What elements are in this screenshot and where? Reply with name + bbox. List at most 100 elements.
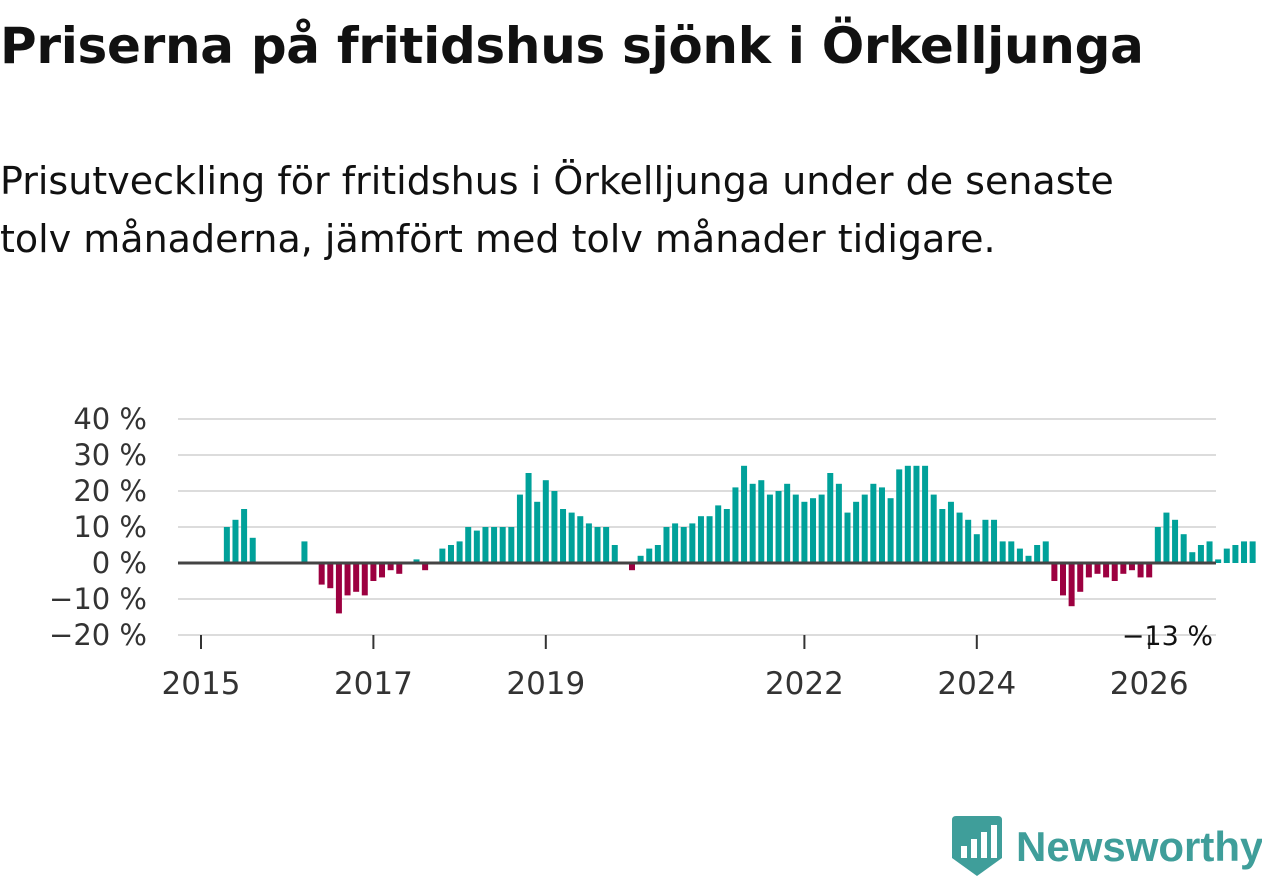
bar-2018-06 <box>551 491 558 563</box>
bar-2021-07 <box>870 483 877 563</box>
bar-2021-11 <box>904 465 911 563</box>
bar-2019-08 <box>672 523 679 563</box>
y-tick-label: −20 % <box>49 618 147 652</box>
bar-2021-06 <box>861 494 868 563</box>
bar-2020-10 <box>792 494 799 563</box>
bar-2018-02 <box>516 494 523 563</box>
bar-2023-02 <box>1034 545 1041 563</box>
bar-2024-04 <box>1154 527 1161 563</box>
bar-2017-05 <box>439 548 446 563</box>
bar-2020-11 <box>801 501 808 563</box>
bar-2024-01 <box>1128 563 1135 571</box>
bar-2017-11 <box>491 527 498 563</box>
bar-2020-03 <box>732 487 739 563</box>
bar-2021-10 <box>896 469 903 563</box>
bar-2025-01 <box>1232 545 1239 563</box>
bar-2018-09 <box>577 516 584 563</box>
bar-2023-11 <box>1111 563 1118 581</box>
y-tick-label: 30 % <box>73 438 147 472</box>
bar-2023-03 <box>1042 541 1049 563</box>
bar-2024-07 <box>1180 534 1187 563</box>
bar-2023-10 <box>1103 563 1110 578</box>
bar-2022-09 <box>991 519 998 563</box>
bar-2021-12 <box>913 465 920 563</box>
bar-2021-04 <box>844 512 851 563</box>
bar-2018-11 <box>594 527 601 563</box>
x-tick-label: 2026 <box>1110 666 1189 702</box>
bar-2018-05 <box>542 480 549 563</box>
bar-2017-09 <box>473 530 480 563</box>
bar-2025-03 <box>1249 541 1256 563</box>
bar-2024-12 <box>1223 548 1230 563</box>
bar-2024-10 <box>1206 541 1213 563</box>
bar-2019-07 <box>663 527 670 563</box>
bar-2024-05 <box>1163 512 1170 563</box>
bar-2020-07 <box>766 494 773 563</box>
bar-2019-04 <box>637 555 644 563</box>
bar-2019-11 <box>697 516 704 563</box>
bar-2021-01 <box>818 494 825 563</box>
bar-2018-10 <box>585 523 592 563</box>
bar-2022-02 <box>930 494 937 563</box>
bar-2016-06 <box>344 563 351 596</box>
brand-name: Newsworthy <box>1016 823 1262 870</box>
bar-2020-12 <box>810 498 817 563</box>
bar-2023-05 <box>1060 563 1066 596</box>
bar-2015-06 <box>241 509 248 563</box>
newsworthy-logo-icon <box>952 816 1002 876</box>
bar-2019-05 <box>646 548 653 563</box>
bar-2022-10 <box>999 541 1006 563</box>
bar-2019-12 <box>706 516 713 563</box>
bar-2020-08 <box>775 491 782 563</box>
bar-2024-08 <box>1189 552 1196 563</box>
x-axis-ticks: 2015 2017 2019 2022 2024 2026 <box>162 635 1189 702</box>
bar-2024-09 <box>1197 545 1204 563</box>
y-tick-label: 10 % <box>73 510 147 544</box>
bar-2021-02 <box>827 473 834 563</box>
bar-2021-05 <box>853 501 860 563</box>
y-tick-label: 0 % <box>92 546 147 580</box>
chart-subtitle: Prisutveckling för fritidshus i Örkellju… <box>0 159 1114 261</box>
bar-2015-07 <box>249 537 256 563</box>
bar-2022-05 <box>956 512 963 563</box>
bar-2020-02 <box>723 509 730 563</box>
bar-2024-11 <box>1215 559 1222 563</box>
bar-2023-06 <box>1068 563 1075 607</box>
bar-2015-05 <box>232 519 239 563</box>
gridlines <box>178 418 1216 636</box>
bar-2022-11 <box>1008 541 1015 563</box>
x-tick-label: 2022 <box>765 666 844 702</box>
bar-2022-04 <box>947 501 954 563</box>
bar-2022-12 <box>1016 548 1023 563</box>
bar-2022-07 <box>973 534 980 563</box>
bar-2016-12 <box>396 563 403 574</box>
bar-2018-01 <box>508 527 515 563</box>
x-tick-label: 2015 <box>162 666 241 702</box>
newsworthy-brand[interactable]: Newsworthy <box>952 816 1262 877</box>
bar-2023-12 <box>1120 563 1127 574</box>
bar-2019-01 <box>611 545 618 563</box>
bar-2024-03 <box>1146 563 1153 578</box>
bar-2015-04 <box>223 527 230 563</box>
bar-2023-09 <box>1094 563 1101 574</box>
bar-2016-05 <box>335 563 342 614</box>
bar-2019-10 <box>689 523 696 563</box>
bar-2017-03 <box>422 563 429 571</box>
bar-2017-06 <box>447 545 454 563</box>
bar-2020-04 <box>741 465 748 563</box>
chart-title: Priserna på fritidshus sjönk i Örkelljun… <box>0 17 1144 75</box>
bar-2018-08 <box>568 512 575 563</box>
bar-2024-06 <box>1172 519 1179 563</box>
bar-2022-08 <box>982 519 989 563</box>
bars <box>223 465 1256 614</box>
bar-2016-08 <box>361 563 368 596</box>
bar-2023-07 <box>1077 563 1084 592</box>
y-tick-label: 20 % <box>73 474 147 508</box>
bar-2020-09 <box>784 483 791 563</box>
x-tick-label: 2024 <box>937 666 1016 702</box>
x-tick-label: 2017 <box>334 666 413 702</box>
bar-2024-02 <box>1137 563 1144 578</box>
bar-2025-02 <box>1241 541 1248 563</box>
bar-2016-07 <box>353 563 360 592</box>
bar-2021-08 <box>878 487 885 563</box>
